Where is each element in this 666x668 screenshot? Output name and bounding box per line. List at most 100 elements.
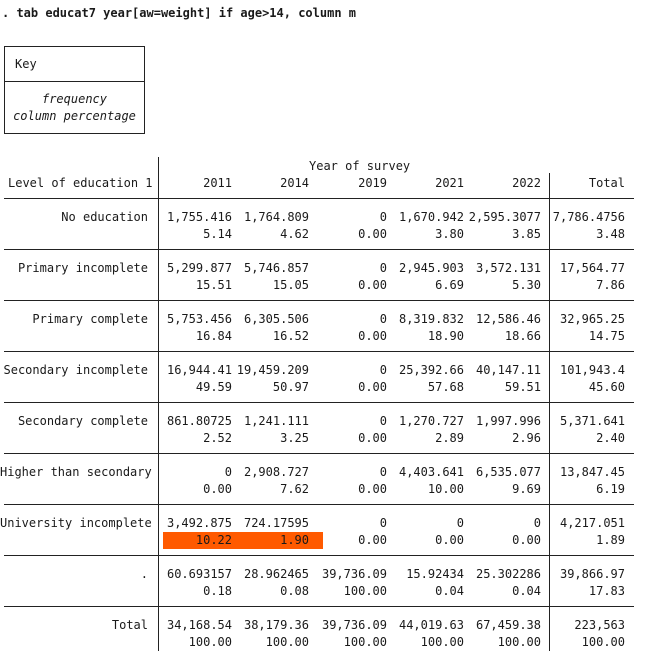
freq-cell: 15.92434 [406, 567, 464, 581]
freq-cell: 1,755.416 [166, 210, 232, 224]
pct-cell: 3.85 [512, 227, 541, 241]
key-line-column-percentage: column percentage [13, 109, 136, 123]
freq-cell: 25.302286 [475, 567, 541, 581]
row-label: University incomplete [0, 516, 152, 530]
freq-cell: 3,492.875 [166, 516, 232, 530]
pct-cell: 100.00 [581, 635, 625, 649]
freq-cell: 0 [379, 312, 387, 326]
pct-cell: 50.97 [272, 380, 309, 394]
pct-cell: 5.14 [203, 227, 232, 241]
row-divider [4, 351, 634, 352]
pct-cell: 7.62 [280, 482, 309, 496]
column-header-2019: 2019 [358, 176, 387, 190]
pct-cell: 45.60 [588, 380, 625, 394]
pct-cell: 57.68 [427, 380, 464, 394]
pct-cell: 2.89 [435, 431, 464, 445]
pct-cell: 15.51 [195, 278, 232, 292]
freq-cell: 28.962465 [243, 567, 309, 581]
freq-cell: 38,179.36 [243, 618, 309, 632]
pct-cell: 3.80 [435, 227, 464, 241]
freq-cell: 7,786.4756 [552, 210, 625, 224]
freq-cell: 40,147.11 [475, 363, 541, 377]
freq-cell: 2,908.727 [243, 465, 309, 479]
pct-cell: 1.89 [596, 533, 625, 547]
row-divider [4, 198, 634, 199]
row-divider [4, 555, 634, 556]
pct-cell: 10.22 [195, 533, 232, 547]
freq-cell: 39,866.97 [559, 567, 625, 581]
key-line-frequency: frequency [41, 92, 108, 106]
pct-cell: 100.00 [188, 635, 232, 649]
freq-cell: 101,943.4 [559, 363, 625, 377]
pct-cell: 18.90 [427, 329, 464, 343]
pct-cell: 2.52 [203, 431, 232, 445]
freq-cell: 32,965.25 [559, 312, 625, 326]
freq-cell: 223,563 [574, 618, 625, 632]
column-header-2014: 2014 [280, 176, 309, 190]
freq-cell: 39,736.09 [321, 567, 387, 581]
pct-cell: 0.18 [203, 584, 232, 598]
pct-cell: 3.25 [280, 431, 309, 445]
pct-cell: 9.69 [512, 482, 541, 496]
freq-cell: 3,572.131 [475, 261, 541, 275]
freq-cell: 67,459.38 [475, 618, 541, 632]
freq-cell: 13,847.45 [559, 465, 625, 479]
pct-cell: 2.96 [512, 431, 541, 445]
freq-cell: 5,299.877 [166, 261, 232, 275]
freq-cell: 0 [456, 516, 464, 530]
column-header-2022: 2022 [512, 176, 541, 190]
freq-cell: 1,241.111 [243, 414, 309, 428]
freq-cell: 19,459.209 [236, 363, 309, 377]
freq-cell: 1,764.809 [243, 210, 309, 224]
pct-cell: 100.00 [343, 635, 387, 649]
pct-cell: 6.19 [596, 482, 625, 496]
pct-cell: 0.04 [512, 584, 541, 598]
freq-cell: 25,392.66 [398, 363, 464, 377]
freq-cell: 39,736.09 [321, 618, 387, 632]
freq-cell: 724.17595 [243, 516, 309, 530]
pct-cell: 0.00 [358, 380, 387, 394]
freq-cell: 0 [224, 465, 232, 479]
vertical-divider-total [549, 173, 550, 651]
freq-cell: 0 [379, 363, 387, 377]
freq-cell: 44,019.63 [398, 618, 464, 632]
row-divider [4, 453, 634, 454]
pct-cell: 0.00 [358, 533, 387, 547]
row-label: Primary incomplete [17, 261, 148, 275]
pct-cell: 4.62 [280, 227, 309, 241]
row-divider [4, 402, 634, 403]
pct-cell: 14.75 [588, 329, 625, 343]
pct-cell: 10.00 [427, 482, 464, 496]
freq-cell: 5,371.641 [559, 414, 625, 428]
key-box: Key frequency column percentage [4, 46, 145, 134]
row-label: . [140, 567, 148, 581]
pct-cell: 15.05 [272, 278, 309, 292]
row-label: Secondary complete [17, 414, 148, 428]
pct-cell: 0.00 [435, 533, 464, 547]
freq-cell: 0 [533, 516, 541, 530]
pct-cell: 1.90 [280, 533, 309, 547]
row-label: Total [111, 618, 148, 632]
freq-cell: 5,746.857 [243, 261, 309, 275]
pct-cell: 5.30 [512, 278, 541, 292]
freq-cell: 60.693157 [166, 567, 232, 581]
pct-cell: 100.00 [420, 635, 464, 649]
col-super-header: Year of survey [309, 159, 411, 173]
freq-cell: 34,168.54 [166, 618, 232, 632]
pct-cell: 0.00 [512, 533, 541, 547]
pct-cell: 59.51 [504, 380, 541, 394]
pct-cell: 16.52 [272, 329, 309, 343]
stata-command: . tab educat7 year[aw=weight] if age>14,… [2, 6, 357, 20]
row-divider [4, 504, 634, 505]
pct-cell: 0.00 [358, 482, 387, 496]
row-divider [4, 606, 634, 607]
row-header: Level of education 1 [8, 176, 153, 190]
freq-cell: 2,945.903 [398, 261, 464, 275]
pct-cell: 100.00 [265, 635, 309, 649]
key-title: Key [15, 57, 37, 71]
pct-cell: 18.66 [504, 329, 541, 343]
freq-cell: 12,586.46 [475, 312, 541, 326]
pct-cell: 0.00 [358, 329, 387, 343]
freq-cell: 0 [379, 516, 387, 530]
vertical-divider-main [158, 157, 159, 651]
